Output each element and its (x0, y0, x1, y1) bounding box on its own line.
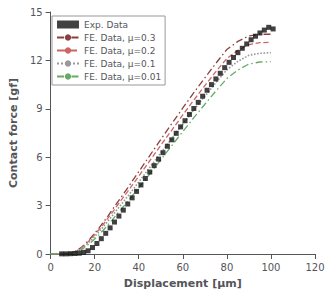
svg-text:0: 0 (36, 249, 42, 260)
svg-text:Exp. Data: Exp. Data (84, 20, 128, 30)
svg-text:80: 80 (221, 262, 234, 273)
svg-text:100: 100 (261, 262, 280, 273)
svg-text:FE. Data, μ=0.3: FE. Data, μ=0.3 (84, 33, 155, 43)
svg-text:Displacement [μm]: Displacement [μm] (124, 277, 242, 290)
svg-text:3: 3 (36, 200, 42, 211)
svg-text:Contact force [gf]: Contact force [gf] (7, 78, 20, 188)
svg-text:40: 40 (132, 262, 145, 273)
svg-text:0: 0 (47, 262, 53, 273)
svg-text:12: 12 (30, 55, 43, 66)
svg-text:15: 15 (30, 7, 43, 18)
svg-text:60: 60 (176, 262, 189, 273)
svg-text:FE. Data, μ=0.1: FE. Data, μ=0.1 (84, 59, 155, 69)
svg-text:9: 9 (36, 103, 42, 114)
svg-text:120: 120 (305, 262, 324, 273)
svg-text:FE. Data, μ=0.01: FE. Data, μ=0.01 (84, 72, 161, 82)
svg-text:6: 6 (36, 152, 42, 163)
svg-text:20: 20 (88, 262, 101, 273)
svg-text:FE. Data, μ=0.2: FE. Data, μ=0.2 (84, 46, 155, 56)
